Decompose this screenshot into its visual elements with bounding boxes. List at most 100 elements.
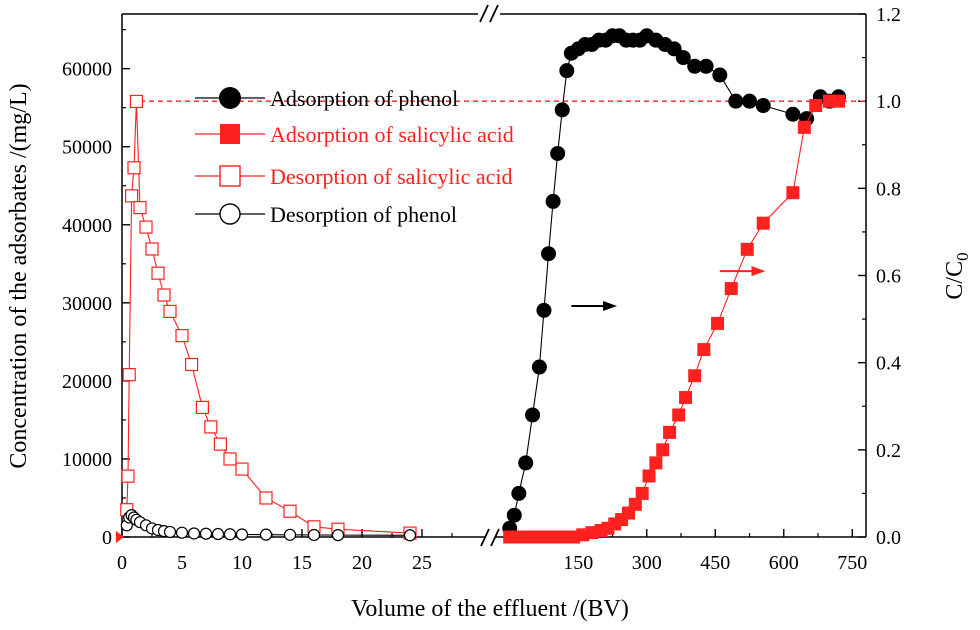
data-point	[283, 528, 297, 541]
data-point	[506, 507, 522, 523]
series-desorption-of-phenol	[120, 509, 417, 542]
x-axis-title: Volume of the effluent /(BV)	[351, 596, 629, 622]
axis-break-bottom	[480, 528, 500, 547]
left-y-tick-label: 50000	[62, 137, 112, 159]
series-line	[509, 100, 839, 538]
data-point	[711, 316, 725, 330]
legend-marker-filled-square	[220, 124, 240, 144]
data-point	[525, 407, 541, 423]
data-point	[635, 486, 649, 500]
data-point	[124, 189, 139, 203]
series-desorption-of-salicylic-acid	[120, 94, 417, 540]
right-x-tick-label: 150	[563, 552, 593, 574]
data-point	[536, 302, 552, 318]
legend-label-desorption-salicylic: Desorption of salicylic acid	[270, 164, 513, 189]
annotation-arrow	[571, 301, 618, 312]
data-point	[235, 462, 249, 476]
left-x-tick-label: 25	[412, 552, 432, 574]
data-point	[129, 94, 143, 109]
data-point	[223, 528, 237, 541]
left-x-tick-label: 20	[352, 552, 372, 574]
right-x-tick-label: 750	[837, 552, 867, 574]
data-point	[554, 102, 570, 118]
data-point	[235, 528, 249, 541]
data-point	[175, 526, 189, 539]
series-adsorption-of-salicylic-acid	[503, 94, 846, 544]
data-point	[740, 242, 754, 256]
data-point	[809, 99, 823, 113]
data-point	[663, 425, 677, 439]
left-y-ticks: 0 10000 20000 30000 40000 50000 60000	[62, 29, 130, 549]
data-point	[213, 437, 227, 451]
right-y-tick-label: 0.2	[876, 440, 901, 462]
data-point	[331, 529, 345, 542]
data-point	[531, 359, 547, 375]
right-y-tick-label: 0.6	[876, 266, 901, 288]
right-x-tick-label: 300	[632, 552, 662, 574]
legend-marker-filled-circle	[219, 87, 241, 109]
series-layer	[116, 28, 847, 544]
data-point	[518, 455, 534, 471]
data-point	[307, 528, 321, 542]
data-point	[283, 504, 297, 518]
data-point	[511, 485, 527, 501]
left-y-axis-title: Concentration of the adsorbates /(mg/L)	[6, 83, 32, 468]
data-point	[151, 266, 165, 280]
data-point	[163, 525, 177, 539]
data-point	[133, 200, 147, 215]
left-y-tick-label: 10000	[62, 449, 112, 471]
data-point	[687, 58, 703, 74]
legend-item-desorption-phenol: Desorption of phenol	[195, 202, 457, 227]
data-point	[195, 400, 209, 415]
data-point	[797, 120, 811, 134]
data-point	[199, 527, 213, 540]
left-x-tick-label: 5	[177, 552, 187, 574]
legend-item-desorption-salicylic: Desorption of salicylic acid	[195, 164, 513, 189]
data-point	[642, 469, 656, 483]
arrow-head	[751, 266, 766, 277]
axis-start-marker	[116, 531, 124, 543]
right-x-tick-label: 600	[769, 552, 799, 574]
data-point	[204, 420, 218, 434]
data-point	[672, 408, 686, 422]
left-x-tick-label: 15	[292, 552, 312, 574]
data-point	[259, 491, 273, 505]
data-point	[832, 94, 846, 108]
right-y-axis-title-main: C/C	[942, 261, 968, 300]
legend-label-adsorption-salicylic: Adsorption of salicylic acid	[270, 122, 514, 147]
axis-break-top	[479, 4, 499, 23]
data-point	[211, 527, 225, 541]
left-x-tick-label: 10	[232, 552, 252, 574]
left-x-tick-label: 0	[117, 552, 127, 574]
legend-label-desorption-phenol: Desorption of phenol	[270, 202, 457, 227]
data-point	[122, 368, 136, 382]
data-point	[649, 456, 663, 470]
right-y-tick-label: 0.0	[876, 527, 901, 549]
data-point	[545, 193, 561, 209]
legend-marker-open-square	[219, 165, 241, 187]
legend-marker-open-circle	[219, 203, 241, 225]
left-y-tick-label: 40000	[62, 215, 112, 237]
data-point	[728, 93, 744, 109]
data-point	[145, 242, 159, 256]
data-point	[157, 288, 171, 302]
data-point	[121, 469, 135, 483]
data-point	[403, 529, 417, 542]
legend: Adsorption of phenol Adsorption of salic…	[195, 86, 514, 227]
right-y-axis-title-subscript: 0	[953, 252, 972, 261]
left-y-tick-label: 30000	[62, 293, 112, 315]
arrow-layer	[571, 266, 766, 312]
data-point	[697, 343, 711, 357]
data-point	[688, 369, 702, 383]
right-y-ticks: 0.0 0.2 0.4 0.6 0.8 1.0 1.2	[858, 4, 901, 549]
data-point	[139, 220, 153, 234]
data-point	[259, 528, 273, 541]
left-y-tick-label: 20000	[62, 371, 112, 393]
data-point	[185, 357, 199, 372]
data-point	[541, 246, 557, 262]
right-y-tick-label: 1.0	[876, 91, 901, 113]
left-y-tick-label: 0	[102, 527, 112, 549]
data-point	[127, 161, 141, 175]
data-point	[628, 497, 642, 511]
